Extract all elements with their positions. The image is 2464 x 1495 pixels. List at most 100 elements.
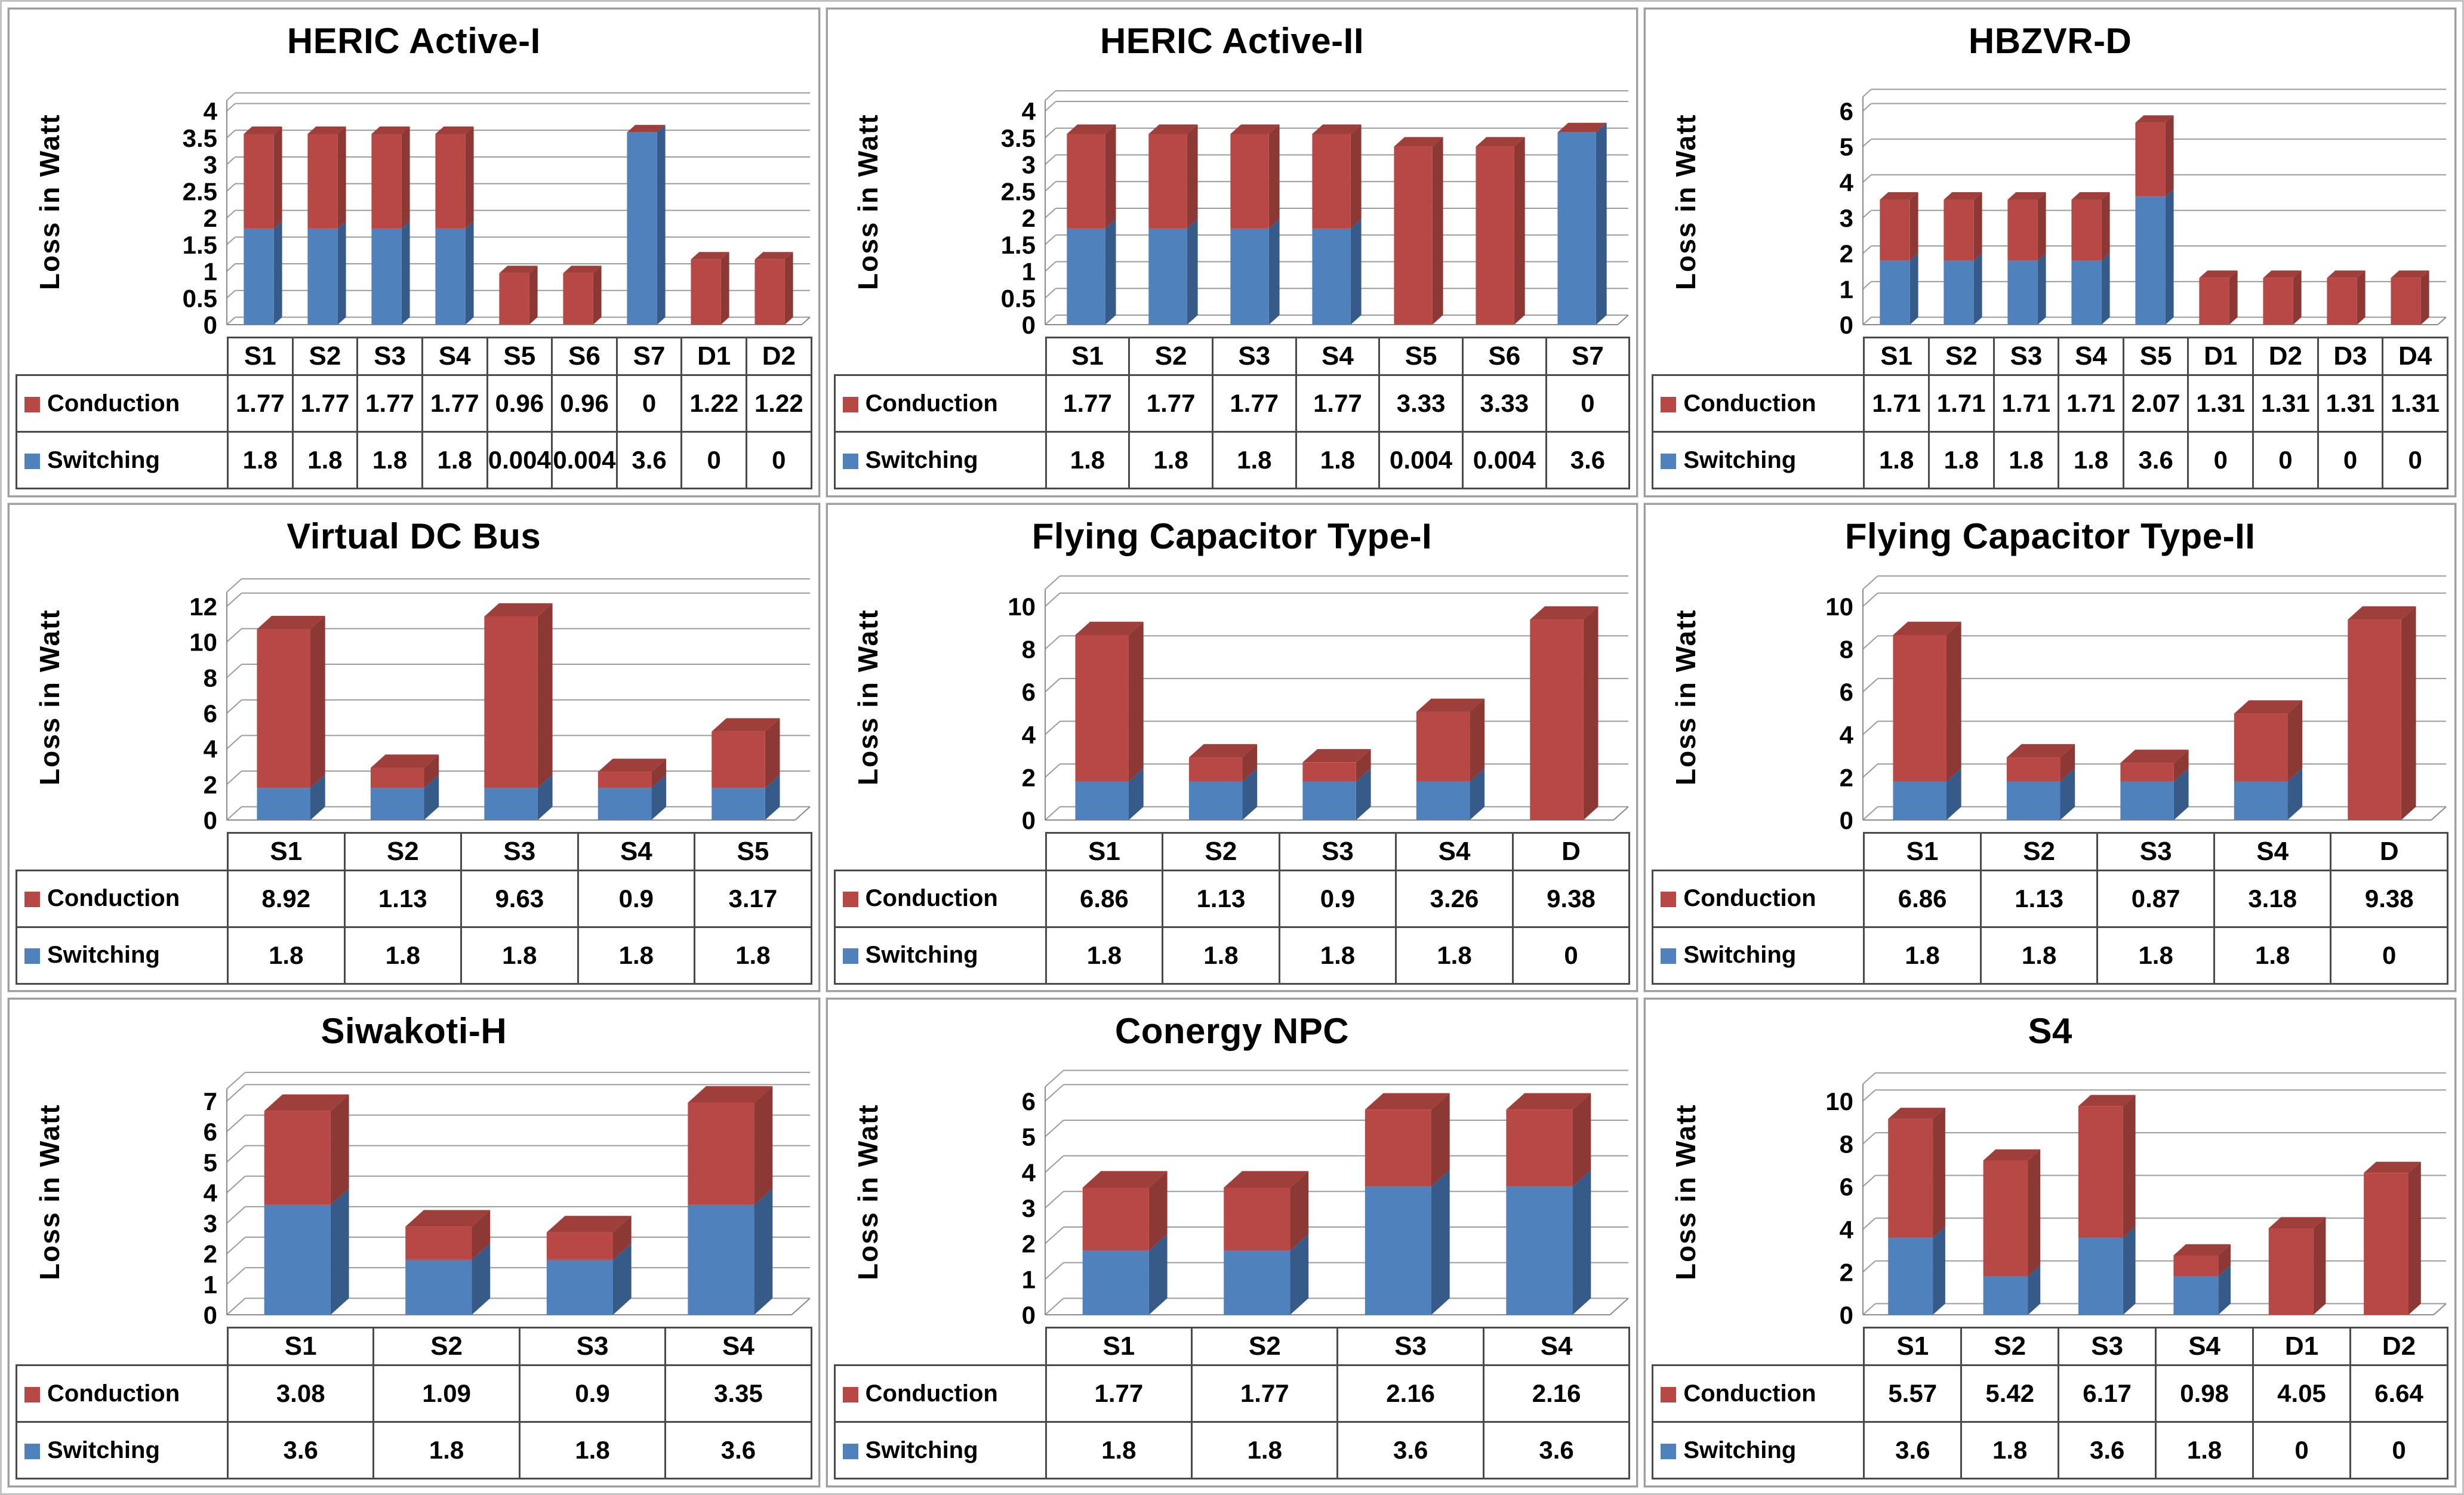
switching-segment [1365,1186,1431,1315]
legend-label: Switching [865,446,978,473]
bar-top-face [754,252,793,260]
conduction-segment [2234,713,2288,782]
switching-segment-side [1128,767,1144,820]
category-label: S3 [2096,831,2215,871]
plot-region: Loss in Watt 0 0.5 1 1.5 2 2.5 3 3.5 4 [834,68,1631,335]
bar-S3 [484,603,553,820]
switching-legend-swatch [842,1443,858,1459]
value-cell: 1.8 [1045,1421,1193,1480]
switching-segment-side [2174,767,2189,820]
conduction-segment [2348,619,2402,820]
y-tick-label: 4 [1840,1216,1854,1244]
switching-segment-side [1596,122,1607,325]
legend-label: Conduction [47,1380,180,1407]
conduction-segment-side [1290,1171,1308,1251]
value-cell: 1.8 [1211,431,1297,489]
category-label: S3 [460,831,579,871]
conduction-segment-side [1105,124,1116,229]
legend-label: Switching [47,942,160,969]
value-cell: 1.8 [291,431,359,489]
y-axis-ticks: 0 2 4 6 8 10 12 [189,593,217,831]
legend-label: Switching [1683,1437,1797,1463]
y-tick-label: 5 [1840,133,1853,161]
category-label: S3 [356,337,423,376]
value-cell: 3.6 [664,1421,812,1480]
value-cell: 0 [2252,1421,2352,1480]
category-label: S4 [577,831,696,871]
value-cell: 0 [2252,431,2319,489]
conduction-segment [2199,278,2230,325]
data-table: S1 S2 S3 S4 D1 D2 Conduction 5.57 5.42 6.17 0.98 4.… [1652,1327,2448,1480]
plot-3d: 0 2 4 6 8 10 [1826,1072,2447,1326]
conduction-row: Conduction 3.08 1.09 0.9 3.35 [16,1364,812,1423]
conduction-segment [405,1226,472,1260]
switching-segment-side [401,221,410,325]
switching-segment-side [1431,1170,1450,1315]
value-cell: 5.42 [1960,1364,2060,1423]
bar-D1 [691,252,729,325]
conduction-segment-side [2287,700,2303,782]
legend-label: Conduction [865,1380,998,1407]
legend-cell: Conduction [833,374,1047,433]
conduction-segment-side [401,127,410,229]
switching-segment-side [1290,1234,1308,1315]
switching-segment-side [2218,1265,2231,1315]
value-cell: 1.13 [343,869,463,928]
value-cell: 1.8 [460,926,579,985]
switching-segment [1416,781,1470,820]
value-cell: 1.8 [1045,926,1164,985]
value-cell: 3.6 [2058,1421,2157,1480]
value-cell: 3.6 [2122,431,2189,489]
bar-top-face [1066,124,1116,134]
category-label: D2 [2252,337,2319,376]
y-tick-label: 8 [1840,635,1853,663]
bar-S6 [1476,137,1525,325]
legend-label: Conduction [865,390,998,417]
bar-top-face [2199,270,2238,278]
category-label: S2 [1927,337,1995,376]
category-label: S4 [1395,831,1514,871]
bar-S5 [2135,115,2174,325]
axis-lines [1862,1084,2447,1316]
switching-segment-side [1946,767,1962,820]
category-label: S4 [2155,1327,2254,1367]
value-cell: 1.77 [1295,374,1381,433]
legend-label: Switching [1683,446,1797,473]
switching-segment-side [593,317,602,325]
bar-S1 [1082,1171,1168,1315]
charts-grid: HERIC Active-I Loss in Watt 0 0.5 1 1.5 2 2.5 3 3… [8,8,2456,1487]
switching-row: Switching 1.8 1.8 1.8 1.8 0 [1652,926,2448,985]
value-cell: 1.8 [1863,431,1930,489]
conduction-legend-swatch [842,892,858,908]
conduction-segment-side [2401,606,2416,820]
category-label: S2 [291,337,359,376]
switching-row: Switching 1.8 1.8 1.8 1.8 3.6 0 0 0 0 [1652,431,2448,489]
y-tick-label: 0 [204,311,217,335]
switching-segment [1880,260,1910,325]
bar-top-face [499,266,538,273]
value-cell: 1.8 [227,926,346,985]
value-cell: 0 [2187,431,2254,489]
conduction-segment [1394,146,1433,325]
bar-top-face [1983,1149,2041,1161]
value-cell: 6.17 [2058,1364,2157,1423]
value-cell: 1.71 [2058,374,2124,433]
conduction-segment-side [1974,192,1982,261]
category-row: S1 S2 S3 S4 D1 D2 [1653,1327,2448,1367]
bar-top-face [688,1086,773,1103]
conduction-segment-side [2293,270,2302,325]
bar-S7 [1557,122,1607,325]
value-cell: 1.13 [1979,869,2099,928]
y-tick-label: 10 [1008,593,1036,621]
conduction-row: Conduction 1.77 1.77 1.77 1.77 0.96 0.96 0 1.22 1… [16,374,812,433]
value-cell: 1.8 [1863,926,1982,985]
bars [1893,606,2416,820]
category-label: D [2330,831,2448,871]
y-tick-label: 0 [1021,311,1035,335]
value-cell: 1.13 [1162,869,1280,928]
value-cell: 0.98 [2155,1364,2254,1423]
conduction-segment-side [1432,137,1443,325]
conduction-segment-side [2174,749,2189,782]
conduction-segment [244,134,274,229]
